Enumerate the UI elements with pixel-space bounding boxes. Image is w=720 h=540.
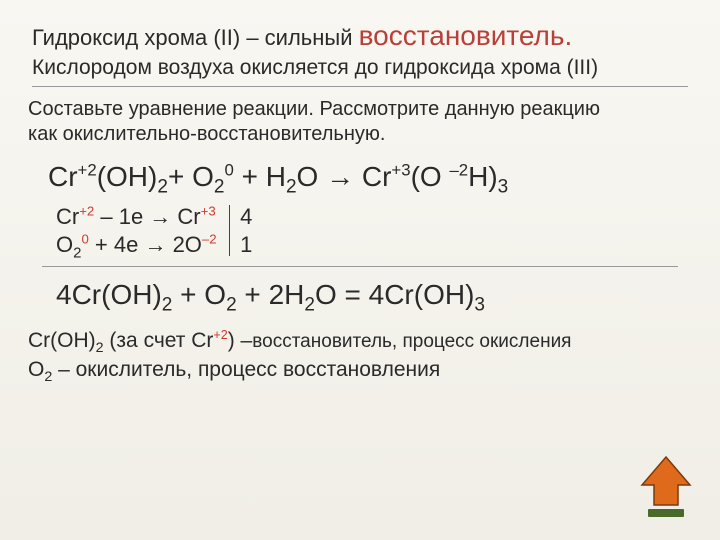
half-left: Cr+2 – 1e → Cr+3 O20 + 4e → 2O–2: [56, 203, 217, 258]
divider-top: [32, 86, 688, 87]
title-emphasis: восстановитель.: [359, 20, 573, 51]
half-row-1: Cr+2 – 1e → Cr+3: [56, 203, 217, 231]
task-text: Составьте уравнение реакции. Рассмотрите…: [28, 97, 688, 147]
up-arrow-icon: [638, 455, 694, 519]
conclusion-line-2: O2 – окислитель, процесс восстановления: [28, 356, 688, 384]
half-right: 4 1: [240, 203, 252, 258]
equation-balanced: 4Cr(OH)2 + O2 + 2H2O = 4Cr(OH)3: [56, 279, 688, 311]
half-reactions: Cr+2 – 1e → Cr+3 O20 + 4e → 2O–2 4 1: [56, 203, 688, 258]
title-line-2: Кислородом воздуха окисляется до гидрокс…: [32, 56, 688, 80]
half-divider: [229, 205, 231, 256]
half-coef-1: 4: [240, 203, 252, 231]
up-arrow-button[interactable]: [638, 455, 694, 524]
equation-unbalanced: Cr+2(OH)2+ O20 + H2O → Cr+3(O –2H)3: [48, 161, 688, 193]
half-row-2: O20 + 4e → 2O–2: [56, 231, 217, 259]
task-line-1: Составьте уравнение реакции. Рассмотрите…: [28, 98, 600, 120]
task-line-2: как окислительно-восстановительную.: [28, 123, 385, 145]
title-text-a: Гидроксид хрома (II) – сильный: [32, 25, 359, 50]
conclusion: Cr(OH)2 (за счет Cr+2) –восстановитель, …: [28, 327, 688, 384]
conclusion-line-1: Cr(OH)2 (за счет Cr+2) –восстановитель, …: [28, 327, 688, 355]
half-coef-2: 1: [240, 231, 252, 259]
divider-mid: [42, 266, 678, 267]
title-line-1: Гидроксид хрома (II) – сильный восстанов…: [32, 18, 688, 54]
